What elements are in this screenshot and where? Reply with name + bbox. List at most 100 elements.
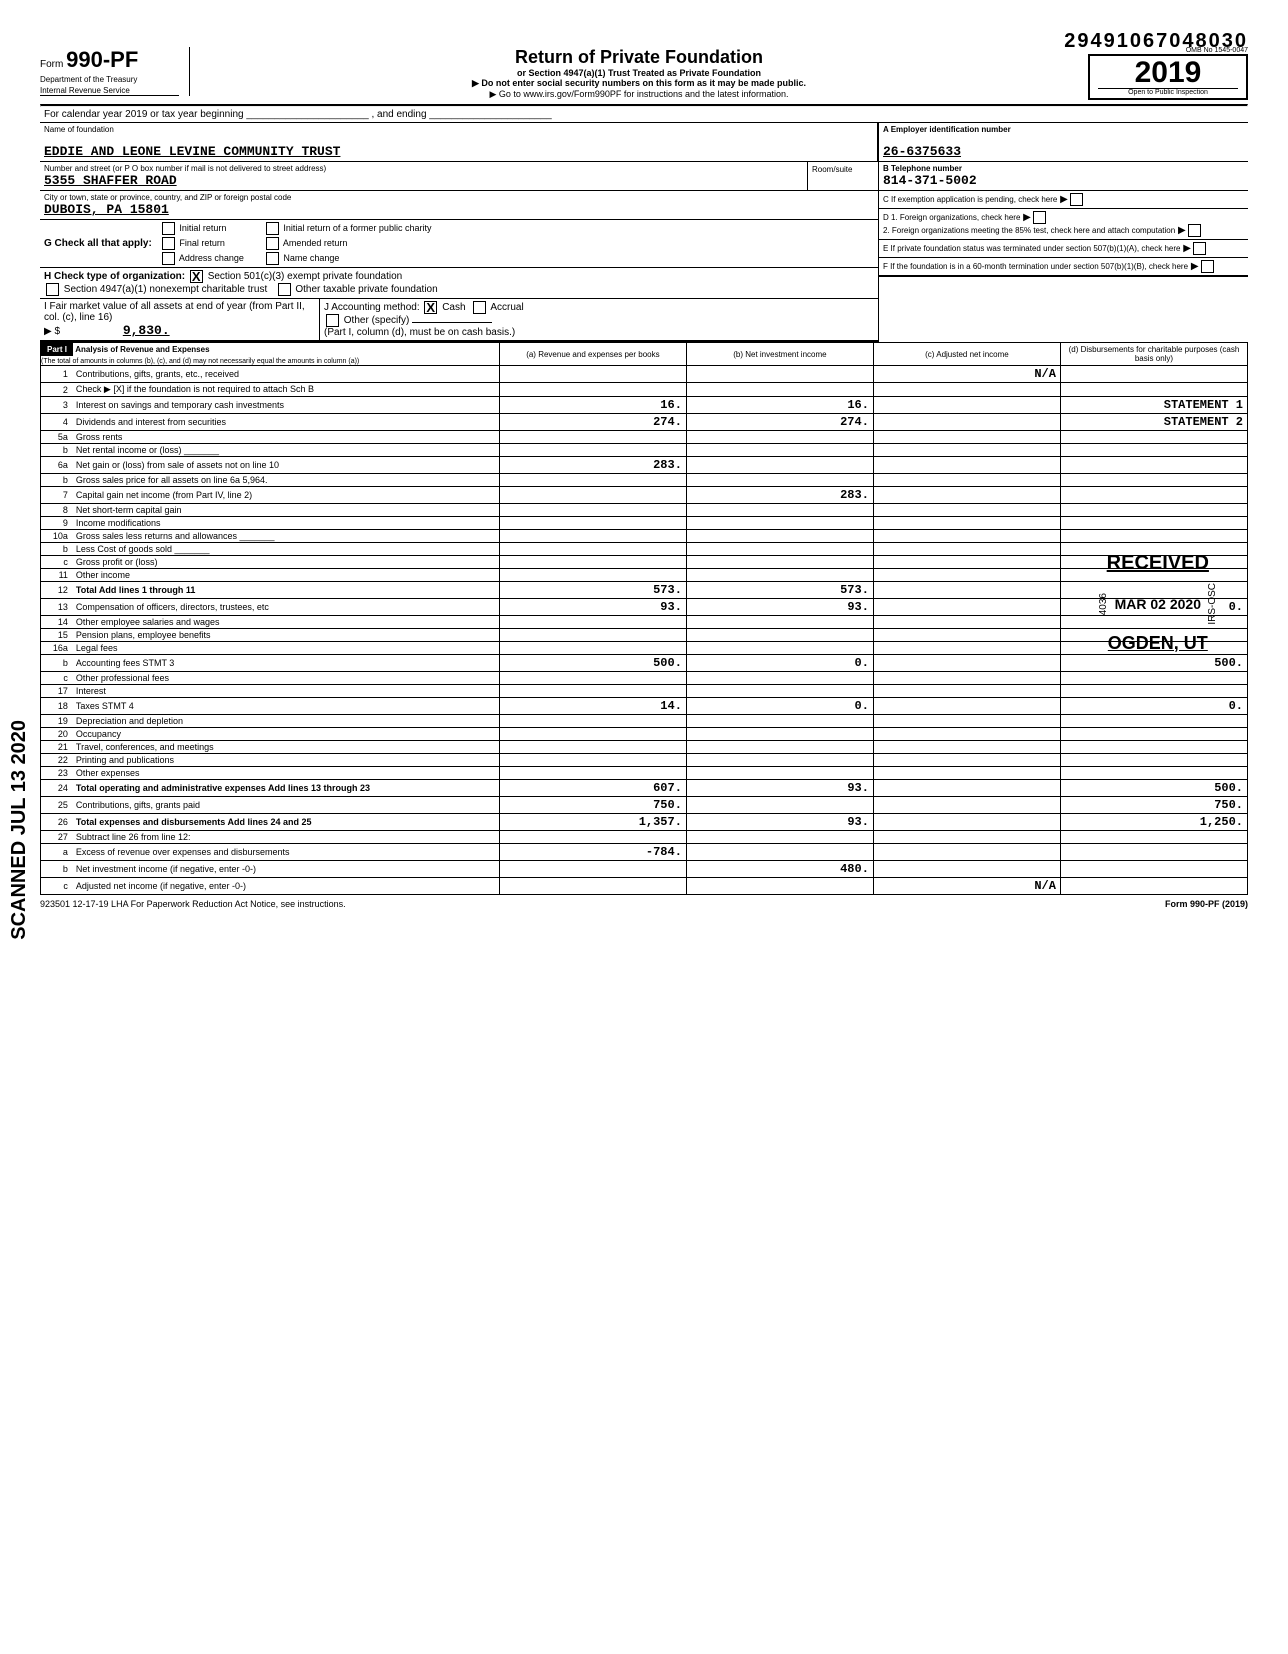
city-label: City or town, state or province, country… bbox=[44, 193, 874, 202]
dln: 29491067048030 bbox=[40, 30, 1248, 53]
room-label: Room/suite bbox=[812, 165, 852, 174]
h-label: H Check type of organization: bbox=[44, 271, 185, 282]
e-label: E If private foundation status was termi… bbox=[883, 244, 1180, 253]
table-row: 24Total operating and administrative exp… bbox=[41, 780, 1248, 797]
form-header: Form 990-PF Department of the Treasury I… bbox=[40, 47, 1248, 100]
foreign-85-checkbox[interactable] bbox=[1188, 224, 1201, 237]
initial-return-checkbox[interactable] bbox=[162, 222, 175, 235]
table-row: 6aNet gain or (loss) from sale of assets… bbox=[41, 457, 1248, 474]
table-row: cOther professional fees bbox=[41, 672, 1248, 685]
other-taxable-checkbox[interactable] bbox=[278, 283, 291, 296]
table-row: 12Total Add lines 1 through 11573.573. bbox=[41, 582, 1248, 599]
table-row: 18Taxes STMT 414.0.0. bbox=[41, 698, 1248, 715]
c-label: C If exemption application is pending, c… bbox=[883, 195, 1057, 204]
tel-value: 814-371-5002 bbox=[883, 173, 1244, 188]
sub2: ▶ Do not enter social security numbers o… bbox=[200, 78, 1078, 89]
table-row: 5aGross rents bbox=[41, 431, 1248, 444]
foundation-name: EDDIE AND LEONE LEVINE COMMUNITY TRUST bbox=[44, 144, 873, 159]
part1-table: Part I Analysis of Revenue and Expenses … bbox=[40, 342, 1248, 895]
col-a: (a) Revenue and expenses per books bbox=[499, 343, 686, 366]
d2-label: 2. Foreign organizations meeting the 85%… bbox=[883, 226, 1175, 235]
table-row: 7Capital gain net income (from Part IV, … bbox=[41, 487, 1248, 504]
table-row: 25Contributions, gifts, grants paid750.7… bbox=[41, 797, 1248, 814]
table-row: 11Other income bbox=[41, 569, 1248, 582]
col-c: (c) Adjusted net income bbox=[873, 343, 1060, 366]
col-d: (d) Disbursements for charitable purpose… bbox=[1060, 343, 1247, 366]
table-row: cGross profit or (loss) bbox=[41, 556, 1248, 569]
table-row: 8Net short-term capital gain bbox=[41, 504, 1248, 517]
scanned-stamp: SCANNED JUL 13 2020 bbox=[8, 720, 31, 940]
fmv-value: 9,830. bbox=[123, 323, 170, 338]
table-row: bGross sales price for all assets on lin… bbox=[41, 474, 1248, 487]
h3-label: Other taxable private foundation bbox=[295, 284, 437, 295]
table-row: 22Printing and publications bbox=[41, 754, 1248, 767]
table-row: 16aLegal fees bbox=[41, 642, 1248, 655]
address-change-checkbox[interactable] bbox=[162, 252, 175, 265]
dept2: Internal Revenue Service bbox=[40, 86, 179, 96]
col-b: (b) Net investment income bbox=[686, 343, 873, 366]
sub1: or Section 4947(a)(1) Trust Treated as P… bbox=[200, 68, 1078, 78]
tax-year: 2019 bbox=[1098, 58, 1238, 88]
j-note: (Part I, column (d), must be on cash bas… bbox=[324, 327, 515, 338]
received-stamp: RECEIVED 4036 MAR 02 2020 IRS-OSC OGDEN,… bbox=[1098, 552, 1218, 654]
table-row: 23Other expenses bbox=[41, 767, 1248, 780]
open-inspection: Open to Public Inspection bbox=[1098, 88, 1238, 96]
h1-label: Section 501(c)(3) exempt private foundat… bbox=[208, 271, 403, 282]
h2-label: Section 4947(a)(1) nonexempt charitable … bbox=[64, 284, 267, 295]
table-row: 26Total expenses and disbursements Add l… bbox=[41, 814, 1248, 831]
cash-checkbox[interactable] bbox=[424, 301, 437, 314]
sub3: ▶ Go to www.irs.gov/Form990PF for instru… bbox=[200, 89, 1078, 100]
table-row: bAccounting fees STMT 3500.0.500. bbox=[41, 655, 1248, 672]
table-row: cAdjusted net income (if negative, enter… bbox=[41, 878, 1248, 895]
table-row: 21Travel, conferences, and meetings bbox=[41, 741, 1248, 754]
table-row: 17Interest bbox=[41, 685, 1248, 698]
foreign-org-checkbox[interactable] bbox=[1033, 211, 1046, 224]
i-label: I Fair market value of all assets at end… bbox=[44, 301, 305, 323]
j-label: J Accounting method: bbox=[324, 302, 420, 313]
amended-checkbox[interactable] bbox=[266, 237, 279, 250]
table-row: bNet rental income or (loss) _______ bbox=[41, 444, 1248, 457]
table-row: 10aGross sales less returns and allowanc… bbox=[41, 530, 1248, 543]
part1-note: (The total of amounts in columns (b), (c… bbox=[41, 358, 359, 365]
table-row: 2Check ▶ [X] if the foundation is not re… bbox=[41, 383, 1248, 397]
calendar-year-line: For calendar year 2019 or tax year begin… bbox=[40, 107, 1248, 123]
g-label: G Check all that apply: bbox=[44, 238, 152, 249]
final-return-checkbox[interactable] bbox=[162, 237, 175, 250]
part1-label: Part I bbox=[41, 343, 73, 356]
dept1: Department of the Treasury bbox=[40, 75, 179, 84]
name-change-checkbox[interactable] bbox=[266, 252, 279, 265]
initial-former-checkbox[interactable] bbox=[266, 222, 279, 235]
table-row: 15Pension plans, employee benefits bbox=[41, 629, 1248, 642]
status-terminated-checkbox[interactable] bbox=[1193, 242, 1206, 255]
exemption-pending-checkbox[interactable] bbox=[1070, 193, 1083, 206]
table-row: 1Contributions, gifts, grants, etc., rec… bbox=[41, 366, 1248, 383]
city-state-zip: DUBOIS, PA 15801 bbox=[44, 202, 874, 217]
table-row: 20Occupancy bbox=[41, 728, 1248, 741]
4947-checkbox[interactable] bbox=[46, 283, 59, 296]
tel-label: B Telephone number bbox=[883, 164, 1244, 173]
table-row: bNet investment income (if negative, ent… bbox=[41, 861, 1248, 878]
form-prefix: Form bbox=[40, 59, 63, 70]
accrual-checkbox[interactable] bbox=[473, 301, 486, 314]
table-row: bLess Cost of goods sold _______ bbox=[41, 543, 1248, 556]
part1-title: Analysis of Revenue and Expenses bbox=[75, 345, 209, 354]
d1-label: D 1. Foreign organizations, check here bbox=[883, 213, 1020, 222]
60-month-checkbox[interactable] bbox=[1201, 260, 1214, 273]
other-method-checkbox[interactable] bbox=[326, 314, 339, 327]
ein-value: 26-6375633 bbox=[883, 144, 1244, 159]
street-address: 5355 SHAFFER ROAD bbox=[44, 173, 803, 188]
table-row: 4Dividends and interest from securities2… bbox=[41, 414, 1248, 431]
table-row: 9Income modifications bbox=[41, 517, 1248, 530]
page-footer: 923501 12-17-19 LHA For Paperwork Reduct… bbox=[40, 899, 1248, 909]
addr-label: Number and street (or P O box number if … bbox=[44, 164, 803, 173]
name-label: Name of foundation bbox=[44, 125, 873, 134]
table-row: aExcess of revenue over expenses and dis… bbox=[41, 844, 1248, 861]
ein-label: A Employer identification number bbox=[883, 125, 1244, 134]
table-row: 27Subtract line 26 from line 12: bbox=[41, 831, 1248, 844]
table-row: 19Depreciation and depletion bbox=[41, 715, 1248, 728]
501c3-checkbox[interactable] bbox=[190, 270, 203, 283]
footer-right: Form 990-PF (2019) bbox=[1165, 899, 1248, 909]
table-row: 3Interest on savings and temporary cash … bbox=[41, 397, 1248, 414]
table-row: 14Other employee salaries and wages bbox=[41, 616, 1248, 629]
entity-section: Name of foundation EDDIE AND LEONE LEVIN… bbox=[40, 123, 1248, 342]
